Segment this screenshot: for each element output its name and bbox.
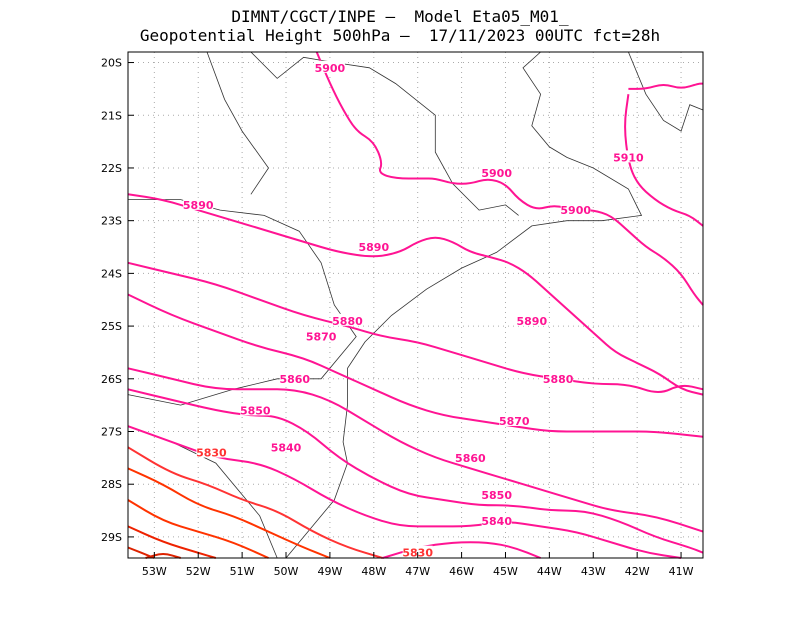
y-tick-label: 27S <box>101 426 122 439</box>
y-tick-label: 29S <box>101 531 122 544</box>
y-tick-label: 28S <box>101 478 122 491</box>
contour-label-5910: 5910 <box>613 151 644 164</box>
contour-5910 <box>624 94 704 227</box>
contour-label-5890: 5890 <box>358 241 389 254</box>
x-tick-label: 49W <box>317 565 342 578</box>
contour-5870 <box>127 293 704 438</box>
chart-title-line-2: Geopotential Height 500hPa – 17/11/2023 … <box>139 26 661 45</box>
state-border <box>206 51 269 195</box>
y-tick-label: 24S <box>101 267 122 280</box>
contour-label-bg <box>560 203 591 216</box>
contour-5910 <box>628 82 703 90</box>
x-tick-label: 50W <box>274 565 299 578</box>
chart-title-line-1: DIMNT/CGCT/INPE – Model Eta05_M01_ <box>231 7 569 26</box>
contour-5890 <box>127 193 704 396</box>
y-tick-label: 26S <box>101 373 122 386</box>
contour-label-bg <box>314 60 345 73</box>
contour-5790 <box>145 553 181 559</box>
y-tick-label: 22S <box>101 162 122 175</box>
x-axis-ticks: 53W 52W 51W 50W 49W 48W 47W 46W 45W 44W 43W 42W 41W <box>142 552 694 578</box>
contour-label-bg <box>543 371 574 384</box>
contour-5820 <box>127 467 331 559</box>
contour-label-5870: 5870 <box>306 331 337 344</box>
y-tick-label: 25S <box>101 320 122 333</box>
contour-5880 <box>127 261 704 393</box>
contour-label-bg <box>306 329 337 342</box>
contour-label-5840: 5840 <box>271 441 302 454</box>
x-tick-label: 45W <box>493 565 518 578</box>
contour-label-bg <box>481 487 512 500</box>
y-tick-label: 20S <box>101 57 122 70</box>
contour-label-bg <box>499 413 530 426</box>
contour-label-5880: 5880 <box>543 373 574 386</box>
contour-label-5830: 5830 <box>196 447 227 460</box>
contour-label-bg <box>196 445 227 458</box>
contour-label-bg <box>271 440 302 453</box>
contour-label-bg <box>240 403 271 416</box>
contour-5860 <box>127 367 704 533</box>
x-tick-label: 53W <box>142 565 167 578</box>
contour-label-5900: 5900 <box>481 167 512 180</box>
contour-label-5850: 5850 <box>240 404 271 417</box>
contour-lines <box>127 51 704 559</box>
contour-label-bg <box>332 313 363 326</box>
contour-5900 <box>315 51 704 306</box>
contour-5830 <box>127 446 383 559</box>
contour-5810 <box>127 499 269 559</box>
contour-label-5860: 5860 <box>279 373 310 386</box>
contour-label-5840: 5840 <box>481 515 512 528</box>
x-tick-label: 43W <box>581 565 606 578</box>
coastline-borders <box>127 51 704 559</box>
x-tick-label: 46W <box>449 565 474 578</box>
coastline <box>285 51 643 559</box>
y-tick-label: 23S <box>101 215 122 228</box>
y-axis-ticks: 20S 21S 22S 23S 24S 25S 26S 27S 28S 29S <box>101 57 134 544</box>
x-tick-label: 44W <box>537 565 562 578</box>
contour-label-bg <box>402 545 433 558</box>
x-tick-label: 42W <box>625 565 650 578</box>
state-border <box>628 51 704 132</box>
grid-lines <box>128 52 703 558</box>
contour-label-5890: 5890 <box>517 315 548 328</box>
contour-label-5860: 5860 <box>455 452 486 465</box>
contour-label-bg <box>455 450 486 463</box>
contour-label-bg <box>613 150 644 163</box>
contour-label-bg <box>279 371 310 384</box>
contour-label-5890: 5890 <box>183 199 214 212</box>
contour-label-bg <box>481 166 512 179</box>
contour-label-5850: 5850 <box>481 489 512 502</box>
contour-label-bg <box>516 313 547 326</box>
x-tick-label: 47W <box>405 565 430 578</box>
contour-label-bg <box>481 514 512 527</box>
contour-labels: 5910 5900 5900 5900 5890 5890 5890 5880 5880 5870… <box>183 60 644 560</box>
contour-label-5900: 5900 <box>315 62 346 75</box>
contour-label-bg <box>183 197 214 210</box>
contour-label-5880: 5880 <box>332 315 363 328</box>
contour-label-5870: 5870 <box>499 415 530 428</box>
x-tick-label: 52W <box>186 565 211 578</box>
x-tick-label: 41W <box>669 565 694 578</box>
contour-label-bg <box>358 240 389 253</box>
state-border <box>250 51 519 216</box>
y-tick-label: 21S <box>101 109 122 122</box>
contour-5830 <box>382 541 541 559</box>
x-tick-label: 51W <box>230 565 255 578</box>
contour-label-5900: 5900 <box>560 204 591 217</box>
plot-frame <box>127 51 704 559</box>
contour-5850 <box>127 388 704 554</box>
x-tick-label: 48W <box>361 565 386 578</box>
